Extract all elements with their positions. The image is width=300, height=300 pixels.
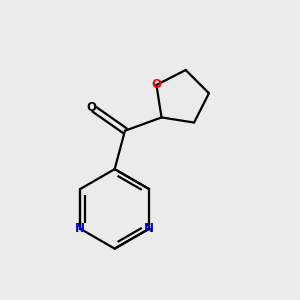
Text: N: N	[144, 222, 154, 235]
Text: O: O	[87, 101, 97, 114]
Text: O: O	[152, 78, 161, 92]
Text: N: N	[75, 222, 85, 235]
